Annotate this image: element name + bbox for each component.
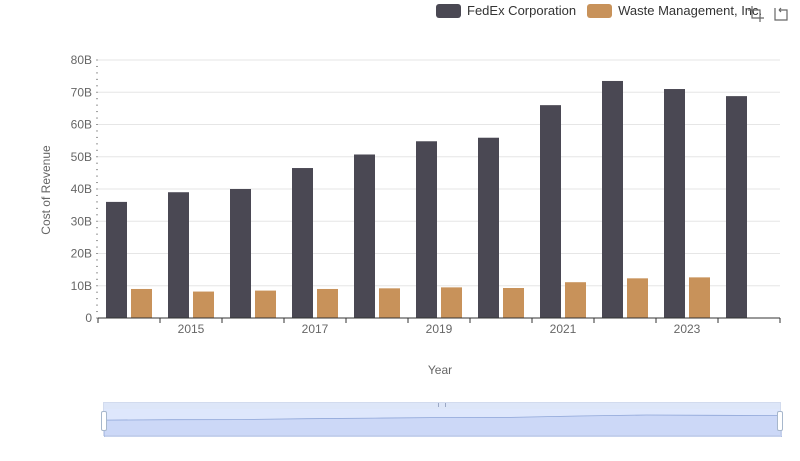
y-tick-label: 20B <box>71 247 92 261</box>
legend: FedEx Corporation Waste Management, Inc. <box>436 3 773 18</box>
bar-waste-management-2019[interactable] <box>441 287 462 318</box>
bar-waste-management-2020[interactable] <box>503 288 524 318</box>
y-tick-label: 0 <box>85 311 92 325</box>
bar-waste-management-2014[interactable] <box>131 288 152 318</box>
bar-fedex-2019[interactable] <box>416 141 437 318</box>
y-tick-label: 70B <box>71 85 92 99</box>
bar-waste-management-2018[interactable] <box>379 288 400 318</box>
restore-icon[interactable] <box>773 6 789 22</box>
zoom-move-bar[interactable] <box>104 403 780 409</box>
bar-fedex-2014[interactable] <box>106 201 127 318</box>
bars <box>106 80 747 319</box>
toolbox <box>748 6 798 22</box>
bar-fedex-2020[interactable] <box>478 137 499 318</box>
legend-label-fedex: FedEx Corporation <box>467 3 577 18</box>
bar-waste-management-2023[interactable] <box>689 277 710 318</box>
bar-fedex-2018[interactable] <box>354 154 375 318</box>
y-tick-label: 30B <box>71 214 92 228</box>
x-tick-label: 2019 <box>426 322 453 336</box>
x-axis-title: Year <box>427 363 453 377</box>
y-tick-label: 10B <box>71 279 92 293</box>
zoom-handle-right[interactable] <box>777 411 783 431</box>
bar-fedex-2022[interactable] <box>602 80 623 319</box>
y-tick-label: 40B <box>71 182 92 196</box>
y-minor-ticks <box>96 59 98 319</box>
zoom-area-icon[interactable] <box>748 6 764 22</box>
legend-label-waste-management: Waste Management, Inc. <box>618 3 763 18</box>
bar-fedex-2023[interactable] <box>664 89 685 319</box>
data-zoom-slider[interactable] <box>101 402 783 437</box>
y-axis-title: Cost of Revenue <box>39 145 53 235</box>
zoom-grip-icon[interactable] <box>438 403 446 407</box>
y-tick-label: 60B <box>71 118 92 132</box>
grid-lines <box>98 59 780 287</box>
legend-swatch-waste-management <box>587 3 613 18</box>
y-tick-label: 80B <box>71 53 92 67</box>
bar-waste-management-2015[interactable] <box>193 291 214 318</box>
y-tick-label: 50B <box>71 150 92 164</box>
bar-waste-management-2017[interactable] <box>317 288 338 318</box>
y-axis-ticks: 0 10B 20B 30B 40B 50B 60B 70B 80B <box>71 53 93 325</box>
legend-item-waste-management[interactable]: Waste Management, Inc. <box>587 3 762 18</box>
x-tick-label: 2021 <box>550 322 577 336</box>
x-tick-label: 2017 <box>302 322 329 336</box>
x-tick-label: 2023 <box>674 322 701 336</box>
bar-fedex-2016[interactable] <box>230 189 251 318</box>
bar-waste-management-2016[interactable] <box>255 290 276 318</box>
legend-swatch-fedex <box>436 3 461 18</box>
x-tick-label: 2015 <box>178 322 205 336</box>
zoom-preview-line <box>104 414 782 437</box>
bar-waste-management-2022[interactable] <box>627 278 648 318</box>
legend-item-fedex[interactable]: FedEx Corporation <box>436 3 576 18</box>
bar-fedex-2017[interactable] <box>292 168 313 318</box>
bar-fedex-2024[interactable] <box>726 96 747 319</box>
x-axis-ticks: 2015 2017 2019 2021 2023 <box>97 318 781 336</box>
zoom-handle-left[interactable] <box>101 411 107 431</box>
bar-fedex-2015[interactable] <box>168 192 189 318</box>
bar-waste-management-2021[interactable] <box>565 282 586 318</box>
bar-fedex-2021[interactable] <box>540 105 561 319</box>
